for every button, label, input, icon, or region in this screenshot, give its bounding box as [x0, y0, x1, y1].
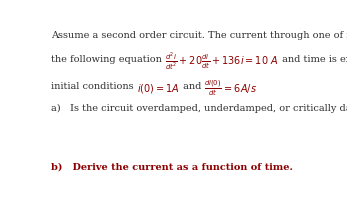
Text: $\frac{d^2i}{dt^2} + 20\frac{di}{dt} + 136i = 10\ A$: $\frac{d^2i}{dt^2} + 20\frac{di}{dt} + 1… [166, 51, 279, 72]
Text: $= 6A/s$: $= 6A/s$ [222, 82, 257, 95]
Text: $i(0) = 1A$: $i(0) = 1A$ [137, 82, 180, 95]
Text: a)   Is the circuit overdamped, underdamped, or critically damped?: a) Is the circuit overdamped, underdampe… [51, 104, 347, 113]
Text: the following equation: the following equation [51, 55, 166, 64]
Text: and time is expressed in: and time is expressed in [279, 55, 347, 64]
Text: b)   Derive the current as a function of time.: b) Derive the current as a function of t… [51, 162, 293, 171]
Text: initial conditions: initial conditions [51, 82, 137, 91]
Text: Assume a second order circuit. The current through one of its elements is descri: Assume a second order circuit. The curre… [51, 31, 347, 40]
Text: and: and [180, 82, 204, 91]
Text: $\frac{di(0)}{dt}$: $\frac{di(0)}{dt}$ [204, 78, 222, 98]
